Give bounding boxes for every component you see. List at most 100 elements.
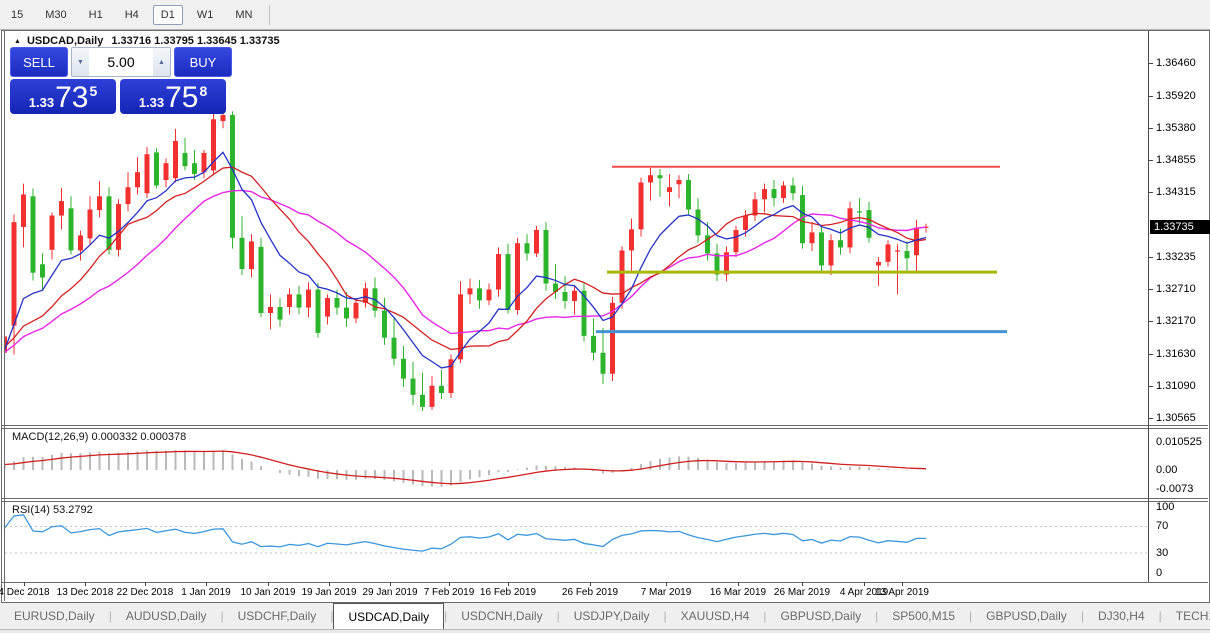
- rsi-label: RSI(14) 53.2792: [12, 504, 93, 516]
- volume-value[interactable]: 5.00: [89, 54, 153, 70]
- sell-button[interactable]: SELL: [10, 47, 68, 77]
- chart-title: ▲ USDCAD,Daily 1.33716 1.33795 1.33645 1…: [14, 34, 280, 48]
- panel-splitter[interactable]: [2, 425, 1208, 426]
- price-tick-label: 1.31090: [1156, 380, 1196, 393]
- timeframe-button-d1[interactable]: D1: [152, 4, 183, 25]
- timeframe-button-h1[interactable]: H1: [88, 8, 103, 21]
- rsi-axis-label: 0: [1156, 567, 1163, 579]
- price-tick-label: 1.32170: [1156, 315, 1196, 328]
- chart-tab-bar: EURUSD,Daily | AUDUSD,Daily | USDCHF,Daily | U…: [0, 603, 1210, 629]
- price-tick-label: 1.34855: [1156, 153, 1196, 166]
- macd-panel-canvas[interactable]: [5, 429, 1148, 497]
- date-tick: [802, 582, 803, 586]
- status-strip: [0, 629, 1210, 633]
- chart-tab-gbpusd-daily[interactable]: GBPUSD,Daily: [780, 609, 862, 623]
- volume-increase-icon[interactable]: ▲: [153, 48, 170, 76]
- date-label: 19 Jan 2019: [301, 587, 357, 598]
- date-label: 10 Jan 2019: [240, 587, 296, 598]
- price-tick: [1149, 159, 1153, 161]
- price-tick: [1149, 321, 1153, 323]
- price-tick: [1149, 128, 1153, 130]
- sell-price-prefix: 1.33: [28, 95, 55, 110]
- timeframe-button-h4[interactable]: H4: [124, 8, 139, 21]
- panel-splitter: [2, 428, 1208, 429]
- ohlc-values: 1.33716 1.33795 1.33645 1.33735: [111, 35, 280, 47]
- volume-stepper: ▼ 5.00 ▲: [71, 47, 171, 77]
- price-tick-label: 1.30565: [1156, 412, 1196, 424]
- date-tick: [738, 582, 739, 586]
- tab-separator: |: [556, 609, 560, 623]
- chart-window: [1, 30, 1210, 603]
- price-tick-label: 1.35380: [1156, 122, 1196, 135]
- timeframe-button-m30[interactable]: M30: [45, 8, 67, 21]
- date-label: 13 Dec 2018: [56, 587, 114, 598]
- chart-tab-usdjpy-daily[interactable]: USDJPY,Daily: [573, 609, 650, 623]
- chart-tab-eurusd-daily[interactable]: EURUSD,Daily: [14, 609, 95, 623]
- timeframe-toolbar: 15 M30 H1 H4 D1 W1 MN: [0, 0, 1210, 30]
- macd-axis-label: 0.010525: [1156, 436, 1202, 448]
- price-tick-label: 1.36460: [1156, 57, 1196, 70]
- date-label: 26 Mar 2019: [773, 587, 831, 598]
- chart-tab-dj30-h4[interactable]: DJ30,H4: [1097, 609, 1145, 623]
- date-label: 22 Dec 2018: [116, 587, 174, 598]
- tab-separator: |: [969, 609, 973, 623]
- date-tick: [390, 582, 391, 586]
- tab-separator: |: [220, 609, 224, 623]
- sell-price-box[interactable]: 1.33 73 5: [10, 79, 116, 114]
- tab-separator: |: [1080, 609, 1084, 623]
- tab-separator: |: [663, 609, 667, 623]
- current-price-badge: 1.33735: [1150, 220, 1210, 235]
- timeframe-button-mn[interactable]: MN: [235, 8, 253, 21]
- price-tick-label: 1.35920: [1156, 89, 1196, 102]
- price-axis[interactable]: 1.36460 1.35920 1.35380 1.34855 1.34315 1.332…: [1149, 31, 1208, 582]
- timeframe-button-15[interactable]: 15: [11, 8, 24, 21]
- rsi-panel-canvas[interactable]: [5, 502, 1148, 579]
- date-tick: [508, 582, 509, 586]
- buy-price-box[interactable]: 1.33 75 8: [120, 79, 226, 114]
- date-label: 4 Apr 2019: [839, 587, 889, 598]
- macd-axis-label: 0.00: [1156, 464, 1178, 476]
- chart-tab-usdchf-daily[interactable]: USDCHF,Daily: [237, 609, 317, 623]
- tab-separator: |: [1158, 609, 1162, 623]
- date-tick: [145, 582, 146, 586]
- date-tick: [449, 582, 450, 586]
- price-tick: [1149, 353, 1153, 355]
- date-label: 29 Jan 2019: [362, 587, 418, 598]
- macd-axis-label: -0.0073: [1156, 483, 1194, 496]
- date-label: 4 Dec 2018: [0, 587, 50, 598]
- date-tick: [864, 582, 865, 586]
- tab-separator: |: [444, 609, 448, 623]
- timeframe-button-w1[interactable]: W1: [196, 8, 214, 21]
- date-tick: [902, 582, 903, 586]
- price-tick: [1149, 418, 1153, 419]
- chart-tab-usdcad-daily[interactable]: USDCAD,Daily: [333, 603, 445, 629]
- price-tick: [1149, 192, 1153, 194]
- tab-separator: |: [763, 609, 767, 623]
- tab-separator: |: [108, 609, 112, 623]
- price-tick: [1149, 386, 1153, 388]
- chart-tab-usdcnh-daily[interactable]: USDCNH,Daily: [461, 609, 543, 623]
- buy-price-digits: 75: [165, 81, 199, 114]
- volume-decrease-icon[interactable]: ▼: [72, 48, 89, 76]
- buy-button[interactable]: BUY: [174, 47, 232, 77]
- price-tick-label: 1.33235: [1156, 251, 1196, 264]
- price-tick: [1149, 257, 1153, 259]
- date-tick: [85, 582, 86, 586]
- buy-price-prefix: 1.33: [138, 95, 165, 110]
- panel-splitter: [2, 582, 1208, 583]
- date-axis[interactable]: 4 Dec 2018 13 Dec 2018 22 Dec 2018 1 Jan 20…: [0, 582, 1148, 600]
- date-label: 1 Jan 2019: [181, 587, 231, 598]
- rsi-axis-label: 70: [1156, 520, 1169, 533]
- candlestick-chart-canvas[interactable]: [5, 31, 1148, 425]
- price-tick: [1149, 63, 1153, 65]
- chart-tab-audusd-daily[interactable]: AUDUSD,Daily: [125, 609, 207, 623]
- date-tick: [666, 582, 667, 586]
- chart-tab-xauusd-h4[interactable]: XAUUSD,H4: [680, 609, 750, 623]
- panel-splitter[interactable]: [2, 498, 1208, 499]
- chart-tab-tech100-h1[interactable]: TECH100,H1: [1175, 609, 1210, 623]
- macd-label: MACD(12,26,9) 0.000332 0.000378: [12, 431, 187, 443]
- tab-separator: |: [330, 609, 334, 623]
- collapse-triangle-icon[interactable]: ▲: [14, 37, 21, 45]
- chart-tab-sp500-m15[interactable]: SP500,M15: [892, 609, 955, 623]
- chart-tab-gbpusd-daily[interactable]: GBPUSD,Daily: [986, 609, 1067, 623]
